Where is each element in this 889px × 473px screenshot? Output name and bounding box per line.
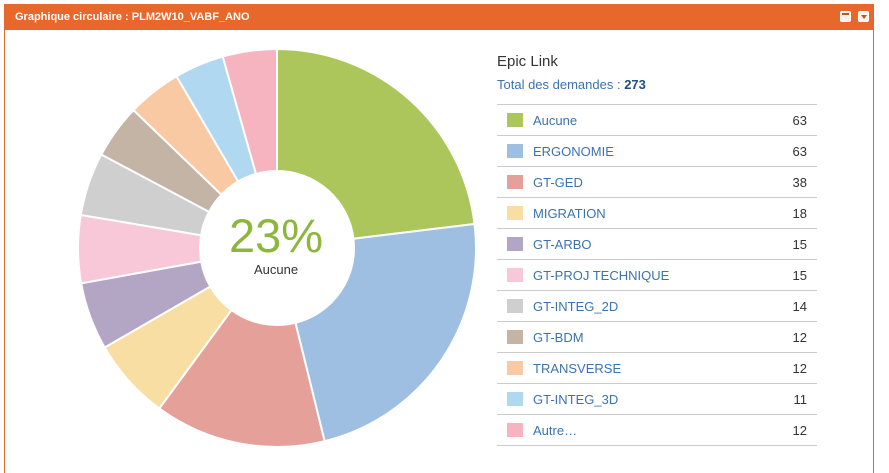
legend-label[interactable]: GT-PROJ TECHNIQUE bbox=[533, 268, 670, 283]
legend-item[interactable]: MIGRATION 18 bbox=[497, 198, 817, 229]
legend-swatch bbox=[507, 361, 523, 375]
legend-title: Epic Link bbox=[497, 53, 558, 70]
legend-label[interactable]: TRANSVERSE bbox=[533, 361, 622, 376]
legend-label[interactable]: Autre… bbox=[533, 423, 578, 438]
legend-label[interactable]: ERGONOMIE bbox=[533, 144, 614, 159]
legend-item[interactable]: GT-PROJ TECHNIQUE 15 bbox=[497, 260, 817, 291]
legend-label[interactable]: Aucune bbox=[533, 113, 578, 128]
menu-dropdown-icon[interactable] bbox=[858, 11, 869, 22]
gadget-titlebar: Graphique circulaire : PLM2W10_VABF_ANO bbox=[5, 5, 873, 30]
window-icon[interactable] bbox=[839, 11, 851, 22]
pie-slice-ergonomie[interactable] bbox=[294, 222, 477, 443]
legend-list: Aucune 63 ERGONOMIE 63 GT-GED 38 MIGRATION 18 GT… bbox=[497, 104, 817, 446]
legend-value: 12 bbox=[792, 423, 807, 438]
legend-item[interactable]: Aucune 63 bbox=[497, 105, 817, 136]
legend-label[interactable]: GT-INTEG_3D bbox=[533, 392, 619, 407]
pie-slice-gt-ged[interactable] bbox=[157, 308, 326, 448]
legend-label[interactable]: MIGRATION bbox=[533, 206, 606, 221]
legend-value: 38 bbox=[792, 175, 807, 190]
legend-item[interactable]: GT-INTEG_3D 11 bbox=[497, 384, 817, 415]
legend-swatch bbox=[507, 113, 523, 127]
center-percent: 23% bbox=[228, 209, 324, 262]
legend-value: 63 bbox=[792, 144, 807, 159]
legend-value: 15 bbox=[792, 237, 807, 252]
total-label: Total des demandes : bbox=[497, 77, 621, 92]
legend-value: 63 bbox=[792, 113, 807, 128]
legend-label[interactable]: GT-BDM bbox=[533, 330, 584, 345]
legend-label[interactable]: GT-INTEG_2D bbox=[533, 299, 619, 314]
legend-item[interactable]: GT-ARBO 15 bbox=[497, 229, 817, 260]
legend-value: 12 bbox=[792, 330, 807, 345]
legend-value: 12 bbox=[792, 361, 807, 376]
legend-item[interactable]: GT-GED 38 bbox=[497, 167, 817, 198]
gadget-title: Graphique circulaire : PLM2W10_VABF_ANO bbox=[15, 11, 250, 23]
legend-item[interactable]: Autre… 12 bbox=[497, 415, 817, 446]
legend-value: 18 bbox=[792, 206, 807, 221]
legend-swatch bbox=[507, 299, 523, 313]
legend-swatch bbox=[507, 206, 523, 220]
legend-item[interactable]: ERGONOMIE 63 bbox=[497, 136, 817, 167]
legend-swatch bbox=[507, 423, 523, 437]
total-value: 273 bbox=[624, 77, 646, 92]
legend-label[interactable]: GT-GED bbox=[533, 175, 583, 190]
legend-value: 15 bbox=[792, 268, 807, 283]
legend-swatch bbox=[507, 268, 523, 282]
legend-item[interactable]: GT-INTEG_2D 14 bbox=[497, 291, 817, 322]
center-label: Aucune bbox=[253, 262, 299, 277]
legend-swatch bbox=[507, 330, 523, 344]
legend-swatch bbox=[507, 144, 523, 158]
legend-swatch bbox=[507, 237, 523, 251]
legend-value: 14 bbox=[792, 299, 807, 314]
legend-swatch bbox=[507, 175, 523, 189]
legend-item[interactable]: TRANSVERSE 12 bbox=[497, 353, 817, 384]
legend-value: 11 bbox=[793, 392, 808, 407]
pie-slice-autre[interactable] bbox=[221, 47, 278, 176]
legend-total: Total des demandes : 273 bbox=[497, 77, 646, 92]
legend-label[interactable]: GT-ARBO bbox=[533, 237, 592, 252]
legend-item[interactable]: GT-BDM 12 bbox=[497, 322, 817, 353]
titlebar-controls bbox=[837, 11, 869, 23]
legend-swatch bbox=[507, 392, 523, 406]
pie-slice-aucune[interactable] bbox=[276, 47, 476, 240]
